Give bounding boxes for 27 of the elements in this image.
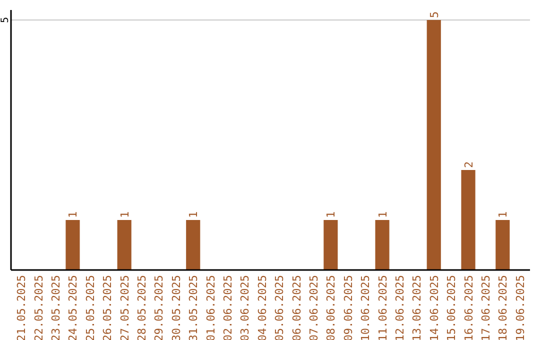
x-tick-label: 26.05.2025 (101, 275, 114, 340)
x-tick-label: 12.06.2025 (393, 275, 406, 340)
x-tick-label: 10.06.2025 (359, 275, 372, 340)
x-tick-label: 28.05.2025 (136, 275, 149, 340)
x-tick-label: 27.05.2025 (118, 275, 132, 340)
x-tick-label: 21.05.2025 (15, 275, 28, 340)
x-tick-label: 29.05.2025 (152, 275, 166, 340)
x-tick-label: 25.05.2025 (84, 275, 97, 340)
data-label: 1 (496, 211, 510, 218)
data-label: 1 (118, 211, 132, 218)
x-tick-label: 19.06.2025 (514, 275, 527, 340)
x-tick-label: 18.06.2025 (496, 275, 510, 340)
data-label: 1 (376, 211, 390, 218)
x-tick-label: 11.06.2025 (376, 275, 390, 340)
x-tick-label: 13.06.2025 (410, 275, 424, 340)
x-tick-label: 17.06.2025 (479, 275, 492, 340)
x-tick-label: 24.05.2025 (66, 275, 80, 340)
data-label: 2 (462, 161, 476, 168)
x-tick-label: 23.05.2025 (50, 275, 63, 340)
x-tick-label: 16.06.2025 (462, 275, 476, 340)
data-label: 1 (324, 211, 338, 218)
x-tick-label: 15.06.2025 (445, 275, 458, 340)
x-tick-label: 22.05.2025 (32, 275, 46, 340)
data-label: 1 (187, 211, 200, 218)
data-label: 5 (428, 11, 441, 18)
x-tick-label: 14.06.2025 (428, 275, 441, 340)
data-label: 1 (66, 211, 80, 218)
